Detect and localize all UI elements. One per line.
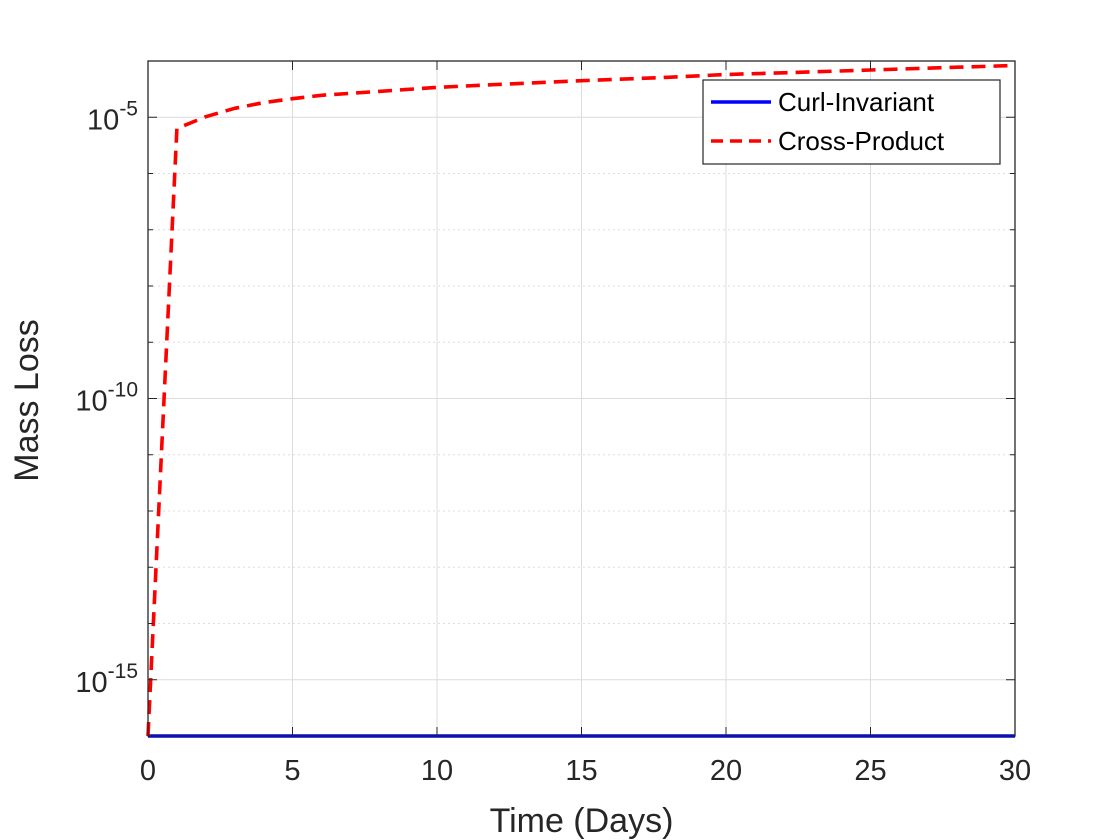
- tick-marks: [147, 61, 1016, 736]
- x-tick-label: 5: [284, 755, 300, 787]
- x-tick-label: 25: [854, 755, 886, 787]
- y-axis-label: Mass Loss: [8, 319, 46, 482]
- x-tick-label: 15: [565, 755, 597, 787]
- x-tick-label: 30: [999, 755, 1031, 787]
- grid-lines: [148, 61, 1015, 736]
- legend-box: [702, 79, 1001, 165]
- x-axis-label: Time (Days): [490, 802, 674, 840]
- legend-label-curl-invariant: Curl-Invariant: [778, 87, 935, 117]
- y-tick-label: 10-5: [87, 97, 138, 136]
- x-tick-label: 0: [140, 755, 156, 787]
- y-tick-label: 10-15: [75, 660, 138, 699]
- y-axis-tick-labels: 10-15 10-10 10-5: [75, 97, 138, 699]
- x-axis-tick-labels: 0 5 10 15 20 25 30: [140, 755, 1031, 787]
- x-tick-label: 20: [710, 755, 742, 787]
- legend-label-cross-product: Cross-Product: [778, 126, 945, 156]
- legend: Curl-Invariant Cross-Product: [702, 79, 1001, 165]
- x-tick-label: 10: [421, 755, 453, 787]
- y-tick-label: 10-10: [75, 379, 138, 418]
